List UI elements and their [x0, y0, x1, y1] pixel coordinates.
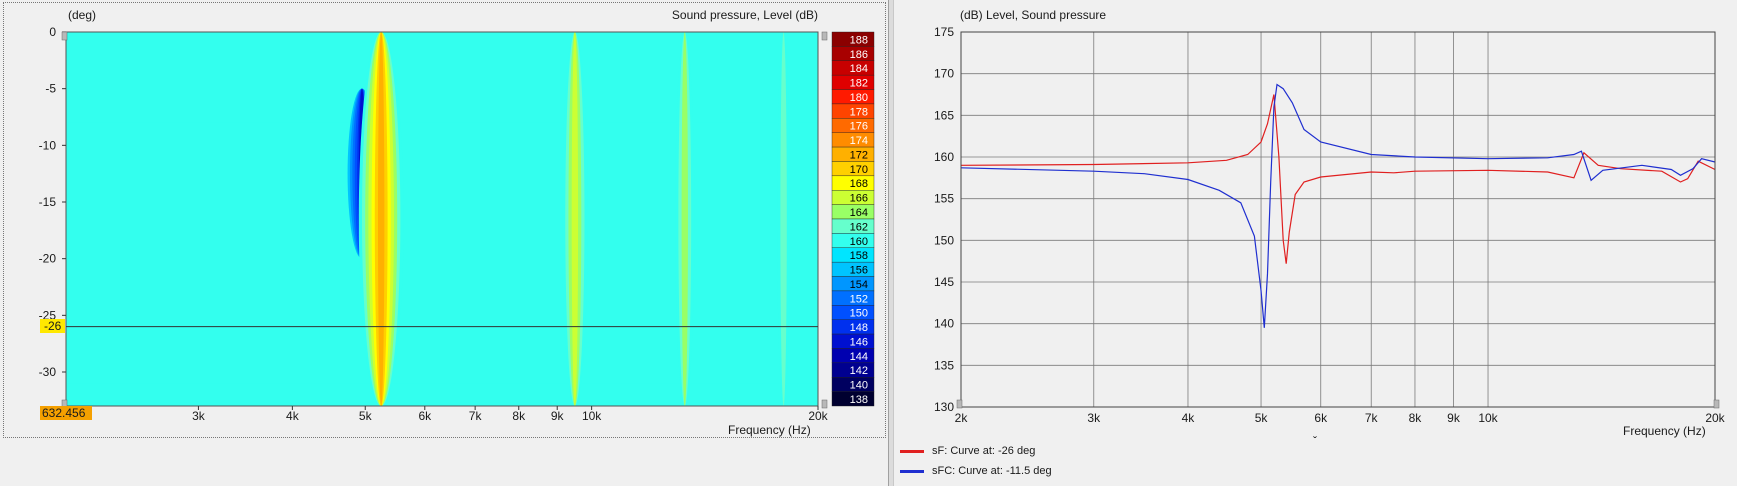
axis-scroll-handle: [956, 399, 963, 409]
contour-y-tick-label: 0: [49, 25, 56, 39]
curve-y-tick-label: 130: [934, 400, 954, 414]
panel-splitter[interactable]: [888, 0, 894, 486]
colorbar-label: 186: [850, 49, 868, 61]
colorbar-label: 142: [850, 365, 868, 377]
colorbar-label: 168: [850, 178, 868, 190]
curve-x-tick-label: 6k: [1314, 411, 1328, 425]
contour-band: [66, 66, 818, 123]
colorbar-label: 162: [850, 221, 868, 233]
curve-chart[interactable]: 130 135 140 145 150 155 160 165 170 175 2k 3k 4k 5k 6k…: [894, 0, 1737, 440]
axis-scroll-handle: [1713, 399, 1720, 409]
colorbar-label: 184: [850, 63, 868, 75]
legend-item[interactable]: sFC: Curve at: -11.5 deg: [900, 463, 1052, 479]
contour-band: [66, 168, 818, 202]
colorbar-label: 150: [850, 308, 868, 320]
contour-y-tick-label: -20: [39, 252, 57, 266]
colorbar-label: 154: [850, 279, 868, 291]
contour-x-tick-label: 6k: [418, 409, 432, 423]
curve-y-tick-label: 155: [934, 192, 954, 206]
series-sF-line: [960, 94, 1716, 264]
contour-x-tick-label: 7k: [469, 409, 483, 423]
contour-y-tick-label: -5: [45, 82, 56, 96]
colorbar-label: 156: [850, 265, 868, 277]
legend-label: sFC: Curve at: -11.5 deg: [932, 465, 1052, 477]
contour-x-tick-label: 9k: [551, 409, 565, 423]
colorbar-label: 144: [850, 351, 868, 363]
legend-swatch: [900, 469, 924, 473]
contour-x-tick-label: 8k: [512, 409, 526, 423]
axis-scroll-handle: [821, 31, 828, 41]
contour-panel: (deg) Sound pressure, Level (dB) 0 -5 -10-…: [0, 0, 890, 440]
contour-y-tick-label: -15: [39, 195, 57, 209]
curve-x-tick-label: 7k: [1365, 411, 1379, 425]
colorbar-label: 188: [850, 34, 868, 46]
colorbar-label: 160: [850, 236, 868, 248]
curve-y-tick-label: 175: [934, 25, 954, 39]
contour-x-tick-label: 5k: [359, 409, 373, 423]
curve-plot-border: [960, 31, 1716, 408]
curve-x-tick-label: 10k: [1478, 411, 1498, 425]
colorbar-label: 172: [850, 149, 868, 161]
curve-y-title: (dB) Level, Sound pressure: [960, 8, 1107, 22]
marker-glyph: ˇ: [1313, 434, 1317, 448]
curve-y-tick-label: 145: [934, 275, 954, 289]
frequency-readout: 632.456: [40, 406, 92, 420]
colorbar-label: 182: [850, 78, 868, 90]
contour-y-unit: (deg): [68, 8, 97, 22]
contour-x-tick-label: 4k: [286, 409, 300, 423]
colorbar-cell: [831, 391, 875, 407]
series-sFC-line: [960, 83, 1716, 328]
contour-feature: [571, 32, 579, 406]
contour-y-tick-label: -30: [39, 365, 57, 379]
curve-x-tick-label: 9k: [1447, 411, 1461, 425]
legend-swatch: [900, 449, 924, 453]
colorbar-label: 138: [850, 394, 868, 406]
curve-y-tick-label: 150: [934, 233, 954, 247]
contour-z-title: Sound pressure, Level (dB): [671, 8, 818, 22]
colorbar-label: 180: [850, 92, 868, 104]
legend-label: sF: Curve at: -26 deg: [932, 445, 1036, 457]
curve-x-tick-label: 2k: [955, 411, 969, 425]
colorbar-label: 174: [850, 135, 868, 147]
colorbar-label: 176: [850, 121, 868, 133]
curve-y-tick-label: 140: [934, 317, 954, 331]
contour-x-tick-label: 20k: [808, 409, 828, 423]
curve-x-title: Frequency (Hz): [1623, 424, 1706, 438]
contour-y-tick-label: -10: [39, 138, 57, 152]
contour-feature: [681, 32, 688, 406]
legend-item[interactable]: sF: Curve at: -26 deg: [900, 443, 1035, 459]
curve-y-tick-label: 170: [934, 67, 954, 81]
contour-feature: [377, 32, 385, 406]
colorbar-label: 152: [850, 293, 868, 305]
contour-x-title: Frequency (Hz): [728, 423, 811, 437]
contour-band: [66, 338, 818, 384]
curve-y-tick-label: 160: [934, 150, 954, 164]
curve-x-tick-label: 5k: [1255, 411, 1269, 425]
axis-scroll-handle: [821, 399, 828, 409]
curve-x-tick-label: 3k: [1087, 411, 1101, 425]
axis-scroll-handle: [61, 31, 68, 41]
colorbar-label: 170: [850, 164, 868, 176]
curve-plot-background: [961, 32, 1715, 407]
contour-x-tick-label: 10k: [582, 409, 602, 423]
contour-frame: [3, 2, 886, 438]
contour-plot-border: [65, 31, 819, 407]
colorbar-label: 146: [850, 336, 868, 348]
colorbar-label: 166: [850, 193, 868, 205]
curve-panel: (dB) Level, Sound pressure 130 135 140 145 1…: [894, 0, 1737, 486]
contour-feature: [780, 32, 787, 406]
colorbar-label: 178: [850, 106, 868, 118]
curve-y-tick-label: 135: [934, 358, 954, 372]
colorbar-label: 148: [850, 322, 868, 334]
curve-x-tick-label: 20k: [1705, 411, 1725, 425]
colorbar-label: 164: [850, 207, 868, 219]
colorbar-label: 140: [850, 380, 868, 392]
angle-cursor-label[interactable]: -26: [40, 318, 66, 333]
colorbar-label: 158: [850, 250, 868, 262]
contour-x-tick-label: 3k: [192, 409, 206, 423]
curve-x-tick-label: 8k: [1409, 411, 1423, 425]
curve-y-tick-label: 165: [934, 108, 954, 122]
curve-x-tick-label: 4k: [1182, 411, 1196, 425]
